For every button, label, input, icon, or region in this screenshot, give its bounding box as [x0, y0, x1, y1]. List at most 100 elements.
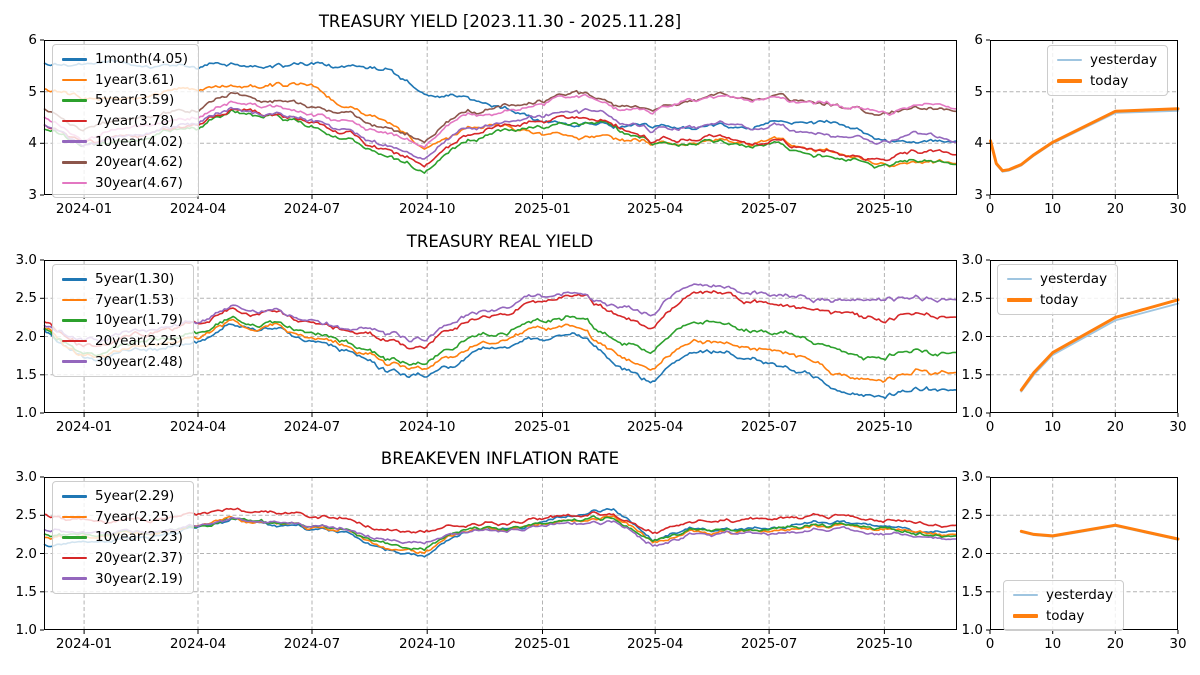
x-tick-label: 2024-10	[399, 201, 456, 217]
x-tick-label: 2025-01	[514, 419, 571, 435]
legend-line-swatch	[1013, 614, 1038, 618]
chart-title-treasury-yield: TREASURY YIELD [2023.11.30 - 2025.11.28]	[318, 12, 682, 31]
x-tick-label: 2025-10	[856, 419, 913, 435]
x-tick-label: 2024-07	[283, 636, 341, 652]
legend-item: 7year(2.25)	[62, 507, 183, 528]
legend-item-label: 20year(2.25)	[95, 333, 183, 350]
legend-item-label: 5year(2.29)	[95, 488, 175, 505]
y-tick-label: 2.5	[961, 290, 983, 307]
plot-treasury-real-yield-curve	[986, 259, 1180, 417]
legend-item: 7year(1.53)	[62, 290, 183, 311]
x-tick-label: 2024-07	[283, 419, 341, 435]
legend-item: yesterday	[1013, 585, 1113, 606]
y-tick-label: 3	[974, 187, 983, 203]
y-tick-label: 4	[28, 135, 37, 152]
legend-breakeven-inflation-curve: yesterday today	[1003, 580, 1125, 632]
x-tick-label: 0	[985, 636, 995, 652]
legend-item: yesterday	[1007, 269, 1107, 290]
y-tick-label: 2.5	[15, 290, 37, 307]
curve-line-yesterday	[989, 109, 1179, 173]
x-tick-label: 30	[1169, 419, 1187, 435]
legend-line-swatch	[62, 278, 87, 281]
chart-title-real-yield: TREASURY REAL YIELD	[406, 232, 594, 251]
legend-line-swatch	[62, 339, 87, 343]
legend-item-label: 10year(2.23)	[95, 529, 183, 546]
curve-line-yesterday	[1020, 302, 1179, 393]
legend-item-label: 20year(4.62)	[95, 154, 183, 171]
plot-border	[990, 40, 1178, 195]
legend-item-label: 1year(3.61)	[95, 71, 175, 88]
legend-line-swatch	[62, 78, 87, 82]
legend-item-label: yesterday	[1090, 52, 1158, 69]
x-tick-label: 2025-04	[626, 636, 684, 652]
x-tick-label: 2024-04	[169, 636, 227, 652]
legend-treasury-yield-curve: yesterday today	[1047, 45, 1169, 97]
plot-border	[44, 40, 957, 195]
legend-item: 10year(4.02)	[62, 131, 188, 152]
series-line-10year(1.79)	[43, 315, 958, 366]
x-tick-label: 2025-07	[740, 201, 798, 217]
y-tick-label: 2.0	[15, 545, 37, 562]
legend-item: 30year(4.67)	[62, 173, 188, 194]
y-tick-label: 1.0	[15, 622, 37, 638]
x-tick-label: 0	[985, 419, 995, 435]
series-line-7year(1.53)	[43, 318, 958, 383]
x-tick-label: 2025-10	[856, 201, 913, 217]
legend-item: 7year(3.78)	[62, 111, 188, 132]
y-tick-label: 1.5	[15, 366, 37, 383]
curve-line-today	[1019, 523, 1180, 541]
legend-item-label: 30year(2.48)	[95, 353, 183, 370]
y-tick-label: 2.0	[15, 328, 37, 345]
legend-item: today	[1007, 290, 1107, 311]
legend-item: 1month(4.05)	[62, 49, 188, 70]
legend-line-swatch	[62, 161, 87, 164]
x-tick-label: 2024-01	[55, 636, 113, 652]
x-tick-label: 2024-04	[169, 201, 227, 217]
legend-item-label: today	[1040, 291, 1079, 308]
legend-item-label: 7year(2.25)	[95, 508, 175, 525]
legend-item: 20year(4.62)	[62, 152, 188, 173]
legend-line-swatch	[1057, 79, 1082, 83]
legend-item-label: 1month(4.05)	[95, 51, 188, 68]
legend-item: today	[1057, 71, 1157, 92]
legend-line-swatch	[62, 515, 87, 519]
legend-line-swatch	[62, 495, 87, 498]
x-tick-label: 10	[1044, 419, 1062, 435]
x-tick-label: 20	[1106, 419, 1124, 435]
chart-title-breakeven: BREAKEVEN INFLATION RATE	[380, 449, 620, 468]
y-tick-label: 1.0	[961, 405, 983, 421]
legend-line-swatch	[1057, 59, 1082, 62]
legend-item-label: today	[1046, 607, 1085, 624]
plot-border	[990, 260, 1178, 413]
legend-line-swatch	[62, 140, 87, 143]
legend-item-label: 30year(4.67)	[95, 174, 183, 191]
legend-item-label: 7year(1.53)	[95, 291, 175, 308]
legend-line-swatch	[62, 536, 87, 539]
legend-line-swatch	[62, 181, 87, 185]
legend-line-swatch	[62, 119, 87, 123]
legend-item-label: 5year(1.30)	[95, 271, 175, 288]
legend-line-swatch	[62, 298, 87, 302]
legend-item: 10year(1.79)	[62, 310, 183, 331]
x-tick-label: 2024-10	[399, 419, 456, 435]
legend-item: 10year(2.23)	[62, 527, 183, 548]
legend-item: 20year(2.37)	[62, 548, 183, 569]
x-tick-label: 2025-04	[626, 419, 684, 435]
y-tick-label: 1.0	[961, 622, 983, 638]
y-tick-label: 6	[28, 32, 37, 48]
x-tick-label: 2025-01	[514, 201, 571, 217]
legend-line-swatch	[62, 556, 87, 560]
legend-item: 30year(2.48)	[62, 351, 183, 372]
y-tick-label: 3.0	[961, 252, 983, 268]
legend-item-label: 10year(1.79)	[95, 312, 183, 329]
x-tick-label: 30	[1169, 636, 1187, 652]
series-line-20year(2.37)	[43, 507, 958, 535]
x-tick-label: 2025-04	[626, 201, 684, 217]
curve-line-today	[989, 107, 1180, 173]
y-tick-label: 3.0	[961, 469, 983, 485]
legend-line-swatch	[62, 360, 87, 363]
y-tick-label: 4	[974, 135, 983, 152]
legend-line-swatch	[1007, 278, 1032, 281]
legend-item-label: 20year(2.37)	[95, 550, 183, 567]
